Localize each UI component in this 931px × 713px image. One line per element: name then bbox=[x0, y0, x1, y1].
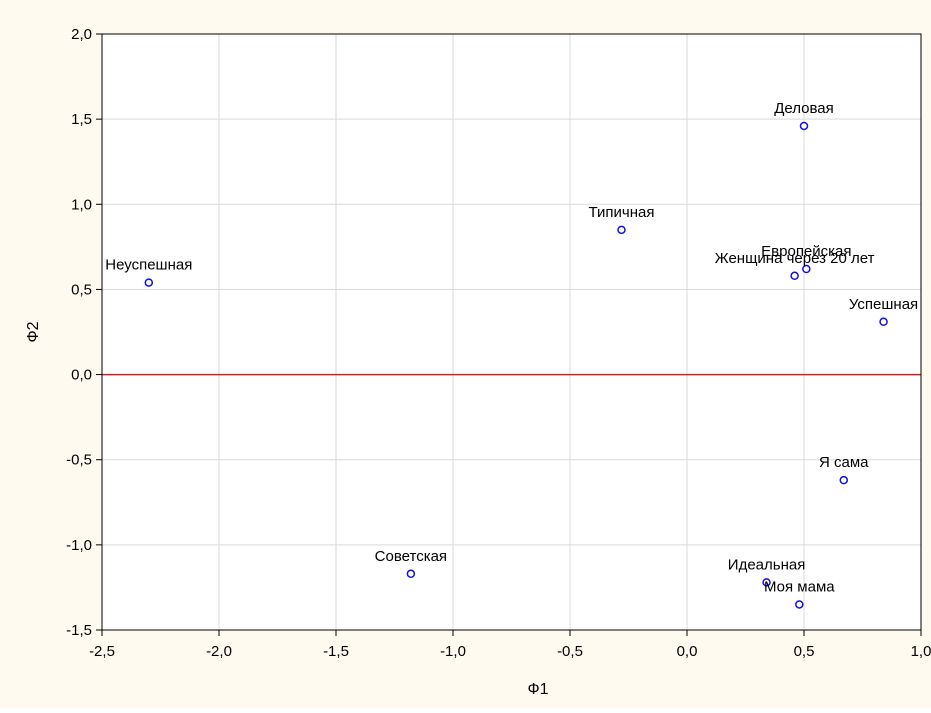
x-tick-label: -2,0 bbox=[206, 643, 232, 660]
x-tick-label: 0,5 bbox=[794, 643, 815, 660]
x-tick-label: 0,0 bbox=[677, 643, 698, 660]
y-tick-label: 1,5 bbox=[71, 111, 92, 128]
point-label: Успешная bbox=[849, 296, 918, 313]
data-point bbox=[144, 278, 154, 287]
data-point bbox=[406, 569, 416, 579]
y-tick-label: -0,5 bbox=[66, 452, 92, 469]
x-tick-label: -2,5 bbox=[89, 643, 115, 660]
x-tick-label: 1,0 bbox=[911, 643, 931, 660]
data-point bbox=[879, 317, 888, 327]
y-tick-label: 0,5 bbox=[71, 281, 92, 298]
x-tick-label: -1,5 bbox=[323, 643, 349, 660]
y-tick-label: 0,0 bbox=[71, 367, 92, 384]
point-label: Советская bbox=[375, 548, 447, 565]
y-tick-label: -1,0 bbox=[66, 537, 92, 554]
x-tick-label: -1,0 bbox=[440, 643, 466, 660]
point-label: Я сама bbox=[819, 454, 869, 471]
y-axis-label: Ф2 bbox=[25, 321, 42, 342]
point-label: Европейская bbox=[761, 243, 851, 260]
x-tick-label: -0,5 bbox=[557, 643, 583, 660]
data-point bbox=[839, 475, 849, 485]
point-label: Деловая bbox=[774, 100, 834, 117]
point-label: Моя мама bbox=[764, 578, 835, 595]
data-point bbox=[799, 121, 809, 131]
point-label: Идеальная bbox=[728, 556, 806, 573]
plot-border bbox=[101, 33, 922, 631]
ticks: -2,5 -2,0 -1,5 -1,0 -0,5 0,0 0,5 1,0 -1,5 -1,0 -0,… bbox=[66, 26, 931, 660]
y-tick-label: 2,0 bbox=[71, 26, 92, 43]
y-tick-label: 1,0 bbox=[71, 196, 92, 213]
point-label: Женщина через 20 лет bbox=[715, 250, 875, 267]
data-point bbox=[790, 271, 799, 281]
data-point bbox=[762, 578, 771, 587]
data-point bbox=[802, 264, 811, 274]
x-axis-label: Ф1 bbox=[527, 681, 548, 698]
point-label: Типичная bbox=[589, 204, 655, 221]
data-point bbox=[795, 600, 804, 609]
plot-area bbox=[102, 34, 921, 630]
y-tick-label: -1,5 bbox=[66, 622, 92, 639]
point-label: Неуспешная bbox=[105, 257, 192, 274]
data-point bbox=[617, 225, 626, 235]
